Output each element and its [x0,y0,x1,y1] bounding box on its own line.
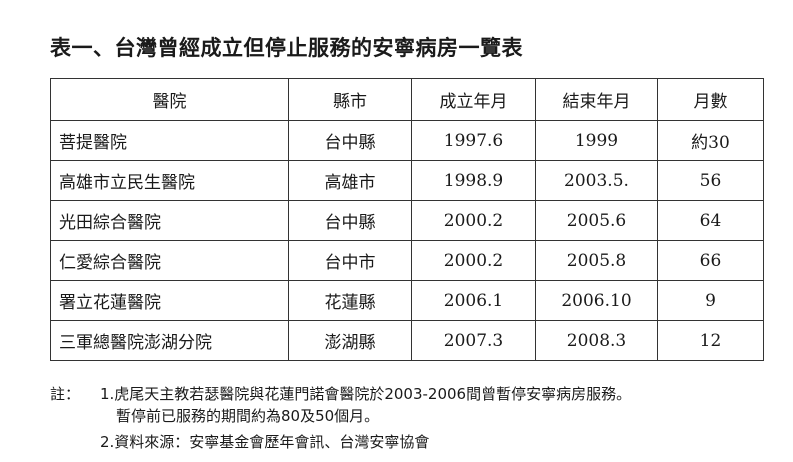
column-header-county: 縣市 [288,78,412,121]
cell-start-date: 1998.9 [411,160,536,201]
cell-hospital: 光田綜合醫院 [50,200,289,241]
cell-months: 9 [657,280,764,321]
cell-end-date: 1999 [535,120,658,161]
cell-county: 澎湖縣 [288,320,412,361]
cell-months: 12 [657,320,764,361]
cell-end-date: 2005.6 [535,200,658,241]
cell-county: 高雄市 [288,160,412,201]
cell-start-date: 2000.2 [411,240,536,281]
cell-county: 台中市 [288,240,412,281]
cell-hospital: 仁愛綜合醫院 [50,240,289,281]
cell-months: 64 [657,200,764,241]
note-line-1: 1.虎尾天主教若瑟醫院與花蓮門諾會醫院於2003-2006間曾暫停安寧病房服務。 [100,385,632,403]
table-title: 表一、台灣曾經成立但停止服務的安寧病房一覽表 [50,36,523,60]
table-row: 光田綜合醫院 台中縣 2000.2 2005.6 64 [50,200,764,241]
table-row: 三軍總醫院澎湖分院 澎湖縣 2007.3 2008.3 12 [50,320,764,361]
note-line-3: 2.資料來源：安寧基金會歷年會訊、台灣安寧協會 [100,433,430,451]
cell-start-date: 2006.1 [411,280,536,321]
cell-months: 66 [657,240,764,281]
hospice-ward-table: 醫院 縣市 成立年月 結束年月 月數 菩提醫院 台中縣 1997.6 1999 … [50,78,764,361]
cell-start-date: 1997.6 [411,120,536,161]
cell-hospital: 署立花蓮醫院 [50,280,289,321]
table-row: 署立花蓮醫院 花蓮縣 2006.1 2006.10 9 [50,280,764,321]
column-header-hospital: 醫院 [50,78,289,121]
column-header-months: 月數 [657,78,764,121]
column-header-end-date: 結束年月 [535,78,658,121]
cell-start-date: 2000.2 [411,200,536,241]
cell-hospital: 高雄市立民生醫院 [50,160,289,201]
column-header-start-date: 成立年月 [411,78,536,121]
table-row: 仁愛綜合醫院 台中市 2000.2 2005.8 66 [50,240,764,281]
cell-hospital: 三軍總醫院澎湖分院 [50,320,289,361]
table-row: 菩提醫院 台中縣 1997.6 1999 約30 [50,120,764,161]
cell-end-date: 2006.10 [535,280,658,321]
cell-end-date: 2005.8 [535,240,658,281]
cell-months: 56 [657,160,764,201]
cell-months: 約30 [657,120,764,161]
cell-county: 花蓮縣 [288,280,412,321]
cell-start-date: 2007.3 [411,320,536,361]
cell-county: 台中縣 [288,200,412,241]
table-row: 高雄市立民生醫院 高雄市 1998.9 2003.5. 56 [50,160,764,201]
table-header-row: 醫院 縣市 成立年月 結束年月 月數 [50,78,764,121]
notes-label: 註： [50,385,81,403]
cell-end-date: 2008.3 [535,320,658,361]
cell-end-date: 2003.5. [535,160,658,201]
cell-hospital: 菩提醫院 [50,120,289,161]
cell-county: 台中縣 [288,120,412,161]
note-line-2: 暫停前已服務的期間約為80及50個月。 [116,407,380,425]
